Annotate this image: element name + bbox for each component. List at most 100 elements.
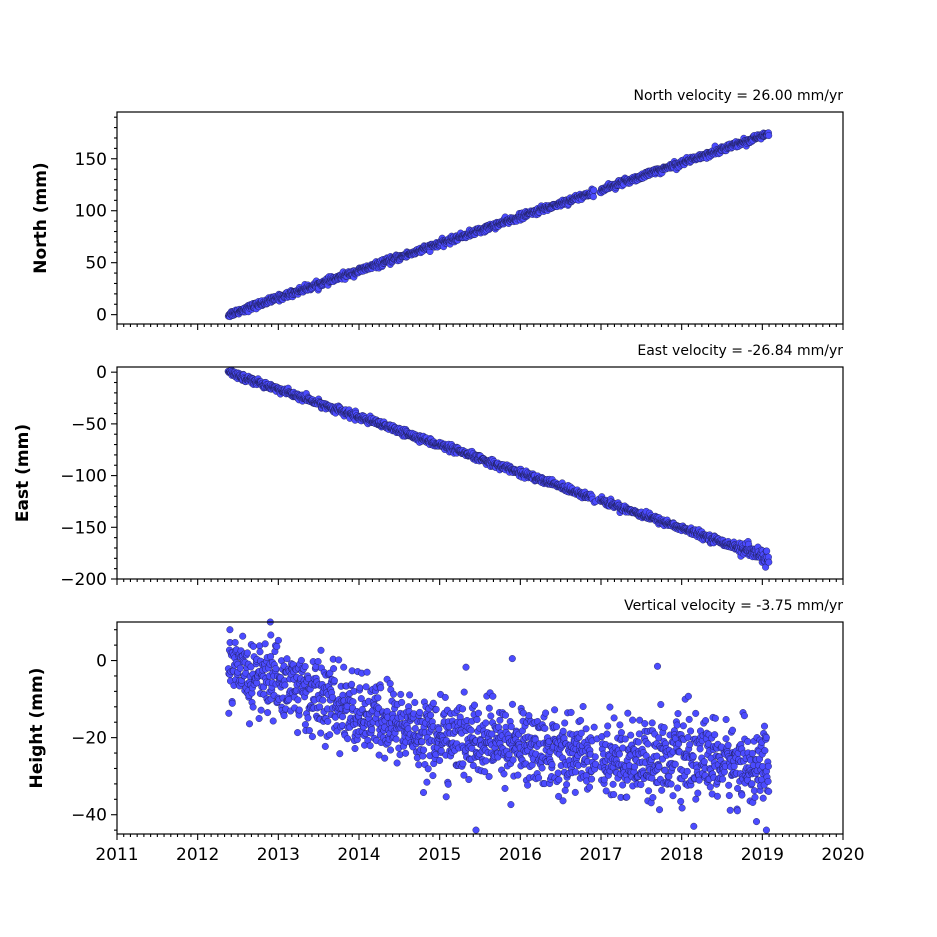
height-data-point <box>748 780 756 788</box>
height-data-point <box>321 742 329 750</box>
east-y-tick-label: −200 <box>60 570 107 590</box>
east-points <box>224 366 773 571</box>
height-data-point <box>225 709 233 717</box>
height-data-point <box>502 711 510 719</box>
height-data-point <box>657 701 665 709</box>
height-data-point <box>301 663 309 671</box>
height-data-point <box>432 705 440 713</box>
north-panel: North velocity = 26.00 mm/yr North (mm) … <box>31 88 844 330</box>
height-data-point <box>684 733 692 741</box>
height-data-point <box>330 665 338 673</box>
height-data-point <box>297 656 305 664</box>
height-data-point <box>750 787 758 795</box>
height-data-point <box>759 794 767 802</box>
height-data-point <box>249 703 257 711</box>
height-data-point <box>411 699 419 707</box>
north-data-point <box>589 193 597 201</box>
height-data-point <box>475 709 483 717</box>
height-data-point <box>273 643 281 651</box>
height-data-point <box>725 792 733 800</box>
height-x-tick-label: 2011 <box>95 845 138 865</box>
height-x-tick-label: 2017 <box>579 845 622 865</box>
height-data-point <box>281 681 289 689</box>
height-data-point <box>687 727 695 735</box>
height-data-point <box>604 722 612 730</box>
east-data-point <box>763 547 771 555</box>
height-y-ticks: 0 −20 −40 <box>71 629 117 831</box>
height-x-tick-label: 2016 <box>499 845 542 865</box>
height-y-tick-label: −20 <box>71 729 107 749</box>
height-data-point <box>586 783 594 791</box>
height-data-point <box>500 770 508 778</box>
height-data-point <box>368 726 376 734</box>
height-data-point <box>658 786 666 794</box>
height-data-point <box>696 745 704 753</box>
height-data-point <box>411 725 419 733</box>
height-data-point <box>366 742 374 750</box>
height-y-tick-label: −40 <box>71 806 107 826</box>
east-y-tick-label: −100 <box>60 467 107 487</box>
height-data-point <box>304 714 312 722</box>
height-data-point <box>226 626 234 634</box>
height-data-point <box>295 706 303 714</box>
height-data-point <box>634 738 642 746</box>
height-data-point <box>674 784 682 792</box>
height-data-point <box>501 784 509 792</box>
height-data-point <box>623 793 631 801</box>
height-data-point <box>255 715 263 723</box>
height-data-point <box>555 776 563 784</box>
height-data-point <box>406 691 414 699</box>
height-data-point <box>356 684 364 692</box>
height-data-point <box>317 646 325 654</box>
height-data-point <box>692 709 700 717</box>
height-data-point <box>559 797 567 805</box>
height-data-point <box>726 806 734 814</box>
height-data-point <box>673 721 681 729</box>
height-data-point <box>655 763 663 771</box>
height-data-point <box>525 712 533 720</box>
height-data-point <box>610 791 618 799</box>
height-data-point <box>551 706 559 714</box>
height-data-point <box>236 664 244 672</box>
height-data-point <box>472 826 480 834</box>
north-data-point <box>590 186 598 194</box>
north-y-tick-label: 50 <box>85 254 107 274</box>
height-data-point <box>685 715 693 723</box>
height-data-point <box>541 724 549 732</box>
height-data-point <box>444 780 452 788</box>
height-data-point <box>462 663 470 671</box>
height-data-point <box>420 789 428 797</box>
height-data-point <box>489 692 497 700</box>
height-data-point <box>419 752 427 760</box>
height-data-point <box>243 649 251 657</box>
height-data-point <box>660 724 668 732</box>
height-panel: Vertical velocity = -3.75 mm/yr Height (… <box>27 598 865 865</box>
height-data-point <box>336 750 344 758</box>
height-data-point <box>700 758 708 766</box>
height-data-point <box>460 688 468 696</box>
height-data-point <box>738 791 746 799</box>
height-data-point <box>563 781 571 789</box>
height-data-point <box>571 788 579 796</box>
height-data-point <box>415 761 423 769</box>
height-data-point <box>762 826 770 834</box>
height-data-point <box>764 777 772 785</box>
height-data-point <box>706 783 714 791</box>
height-data-point <box>245 720 253 728</box>
height-data-point <box>684 692 692 700</box>
height-data-point <box>267 631 275 639</box>
height-data-point <box>319 696 327 704</box>
height-data-point <box>692 795 700 803</box>
height-data-point <box>398 698 406 706</box>
height-data-point <box>487 712 495 720</box>
height-data-point <box>671 760 679 768</box>
height-panel-title: Vertical velocity = -3.75 mm/yr <box>624 598 843 614</box>
height-data-point <box>420 746 428 754</box>
height-data-point <box>228 699 236 707</box>
height-data-point <box>648 719 656 727</box>
height-data-point <box>733 807 741 815</box>
north-points <box>224 129 773 321</box>
height-x-tick-label: 2018 <box>660 845 703 865</box>
height-data-point <box>590 723 598 731</box>
height-data-point <box>459 705 467 713</box>
